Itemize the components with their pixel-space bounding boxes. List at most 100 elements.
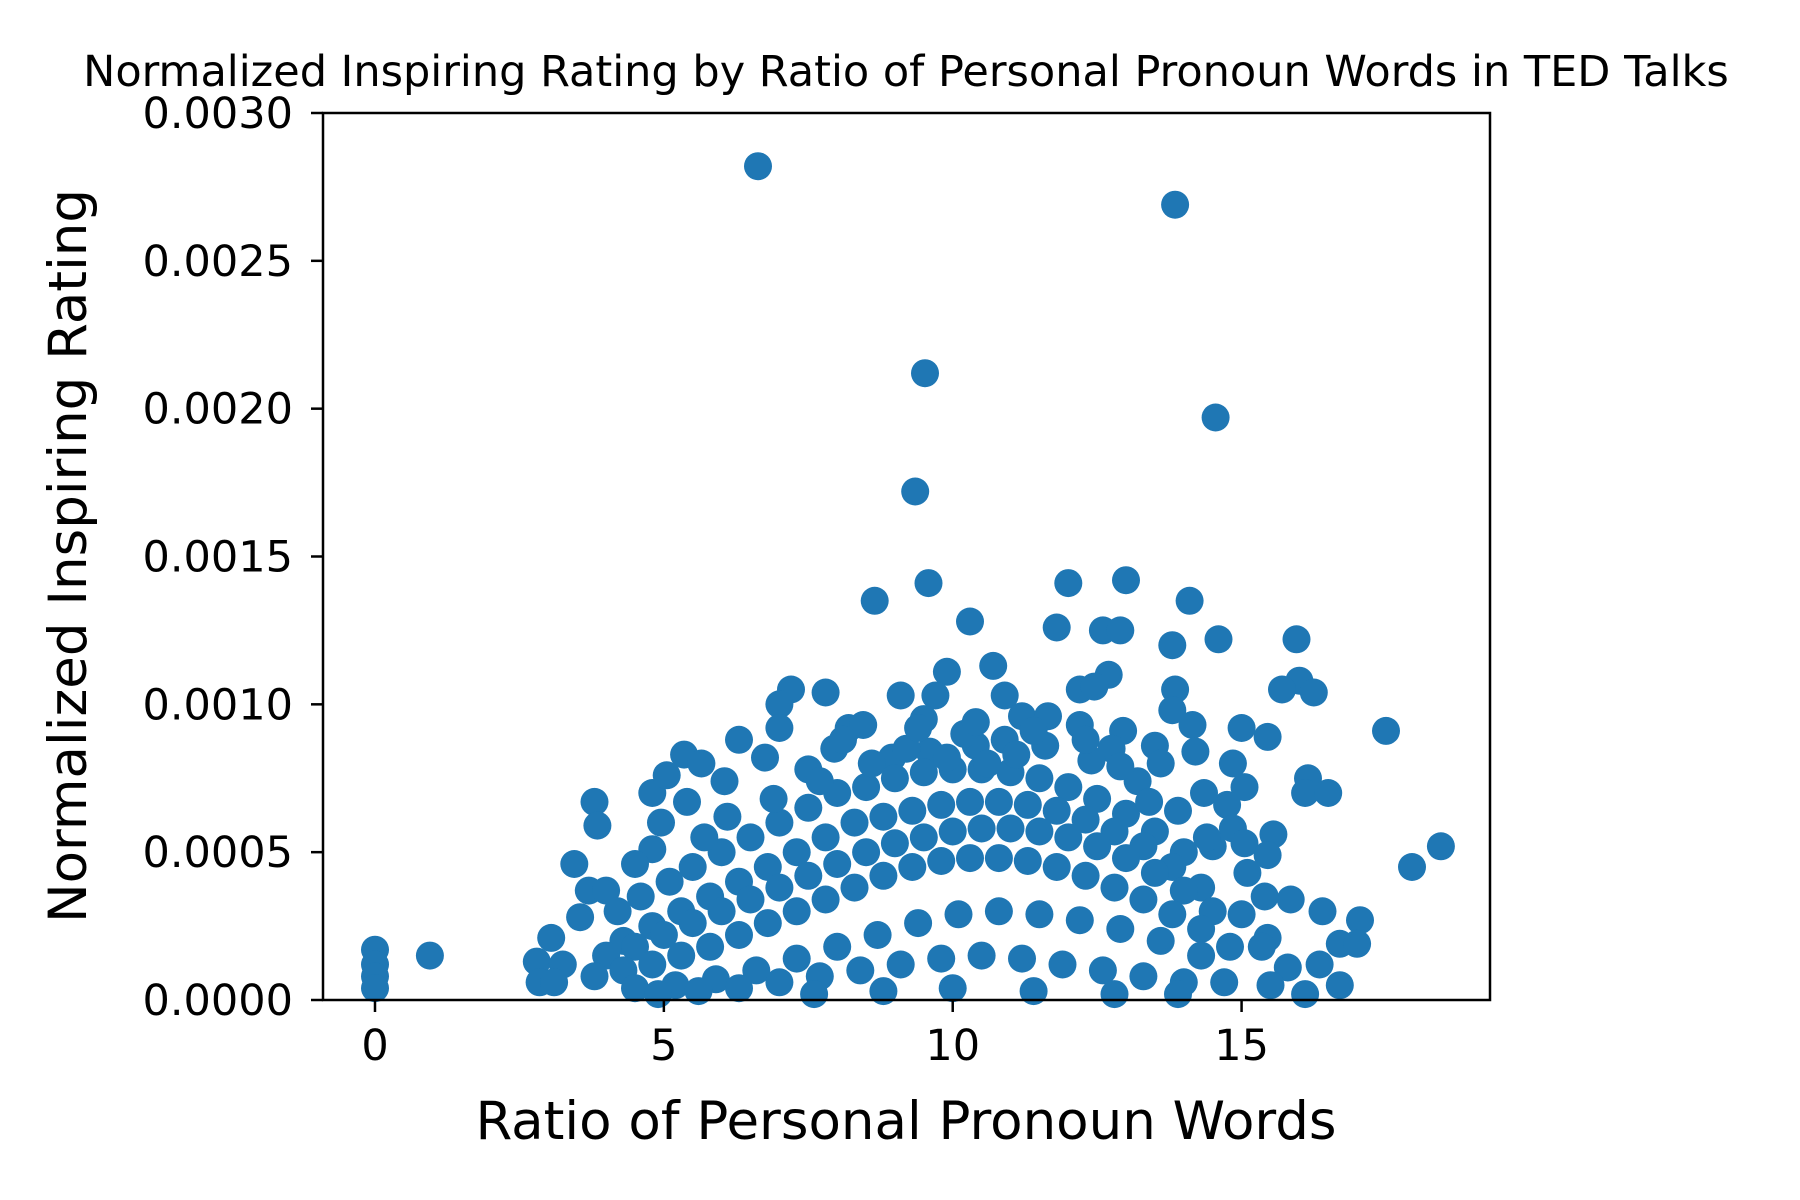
data-point: [537, 923, 566, 952]
data-point: [1343, 929, 1372, 958]
data-point: [1129, 962, 1158, 991]
data-point: [782, 897, 811, 926]
data-point: [1253, 841, 1282, 870]
data-point: [1013, 790, 1042, 819]
data-point: [540, 968, 569, 997]
data-point: [725, 725, 753, 754]
data-point: [1247, 932, 1276, 961]
y-tick-label: 0.0005: [143, 828, 293, 878]
y-axis: 0.0000 0.0005 0.0010 0.0015 0.0020 0.0025 0.00…: [143, 89, 323, 1026]
data-point: [782, 838, 811, 867]
data-point: [655, 867, 684, 896]
data-point: [652, 761, 681, 790]
data-point: [829, 725, 857, 754]
data-point: [621, 932, 649, 961]
data-point: [560, 850, 589, 878]
data-point: [725, 974, 753, 1003]
data-point: [1054, 773, 1083, 802]
data-point: [621, 850, 649, 878]
data-point: [621, 974, 649, 1003]
data-point: [736, 823, 765, 852]
data-point: [1161, 675, 1190, 704]
data-point: [1013, 847, 1042, 875]
data-point: [823, 850, 852, 878]
data-point: [857, 749, 886, 778]
data-point: [984, 787, 1013, 816]
data-point: [684, 977, 713, 1006]
data-point: [765, 690, 794, 719]
data-point: [849, 711, 878, 739]
data-point: [979, 651, 1008, 680]
data-point: [811, 678, 840, 707]
data-point: [869, 861, 898, 890]
data-point: [984, 897, 1013, 926]
data-point: [1158, 696, 1187, 725]
data-point: [753, 853, 782, 881]
data-point: [967, 814, 996, 843]
data-point: [566, 903, 595, 932]
y-axis-label: Normalized Inspiring Rating: [38, 189, 99, 923]
data-point: [990, 681, 1019, 710]
data-point: [1083, 784, 1112, 813]
data-point: [840, 808, 869, 837]
data-point: [1325, 971, 1354, 1000]
data-point: [1048, 950, 1077, 979]
plot-points: [361, 152, 1455, 1009]
data-point: [713, 802, 742, 831]
data-point: [880, 764, 909, 793]
data-point: [1178, 711, 1207, 739]
data-point: [869, 802, 898, 831]
data-point: [1025, 900, 1054, 929]
data-point: [1181, 737, 1210, 766]
data-point: [626, 882, 655, 911]
data-point: [361, 974, 389, 1003]
data-point: [901, 477, 930, 506]
data-point: [860, 586, 889, 615]
data-point: [1025, 764, 1054, 793]
y-tick-label: 0.0000: [143, 976, 293, 1026]
data-point: [1372, 716, 1400, 745]
data-point: [1256, 971, 1285, 1000]
data-point: [707, 897, 736, 926]
data-point: [1299, 678, 1328, 707]
data-point: [1065, 906, 1094, 935]
data-point: [1019, 716, 1048, 745]
data-point: [984, 844, 1013, 873]
x-tick-label: 10: [925, 1021, 980, 1071]
data-point: [782, 944, 811, 973]
data-point: [1187, 941, 1216, 970]
data-point: [927, 790, 956, 819]
data-point: [914, 569, 943, 598]
data-point: [647, 808, 675, 837]
data-point: [932, 743, 961, 772]
data-point: [1019, 977, 1048, 1006]
data-point: [1146, 926, 1175, 955]
data-point: [678, 853, 707, 881]
data-point: [904, 714, 933, 742]
data-point: [1210, 968, 1239, 997]
data-point: [921, 681, 950, 710]
data-point: [603, 897, 632, 926]
data-point: [1282, 625, 1311, 654]
data-point: [690, 823, 719, 852]
data-point: [927, 944, 956, 973]
data-point: [1158, 631, 1187, 660]
x-tick-label: 5: [650, 1021, 677, 1071]
data-point: [1250, 882, 1279, 911]
data-point: [753, 909, 782, 938]
data-point: [909, 758, 938, 787]
data-point: [1190, 779, 1218, 807]
data-point: [1230, 829, 1259, 858]
data-point: [1187, 915, 1216, 943]
data-point: [649, 921, 678, 949]
data-point: [751, 743, 779, 772]
data-point: [1158, 900, 1187, 929]
data-point: [1227, 714, 1256, 742]
data-point: [1088, 956, 1117, 985]
data-point: [1083, 832, 1112, 861]
data-point: [898, 796, 927, 825]
data-point: [1106, 752, 1135, 781]
data-point: [1192, 823, 1221, 852]
data-point: [1054, 823, 1083, 852]
